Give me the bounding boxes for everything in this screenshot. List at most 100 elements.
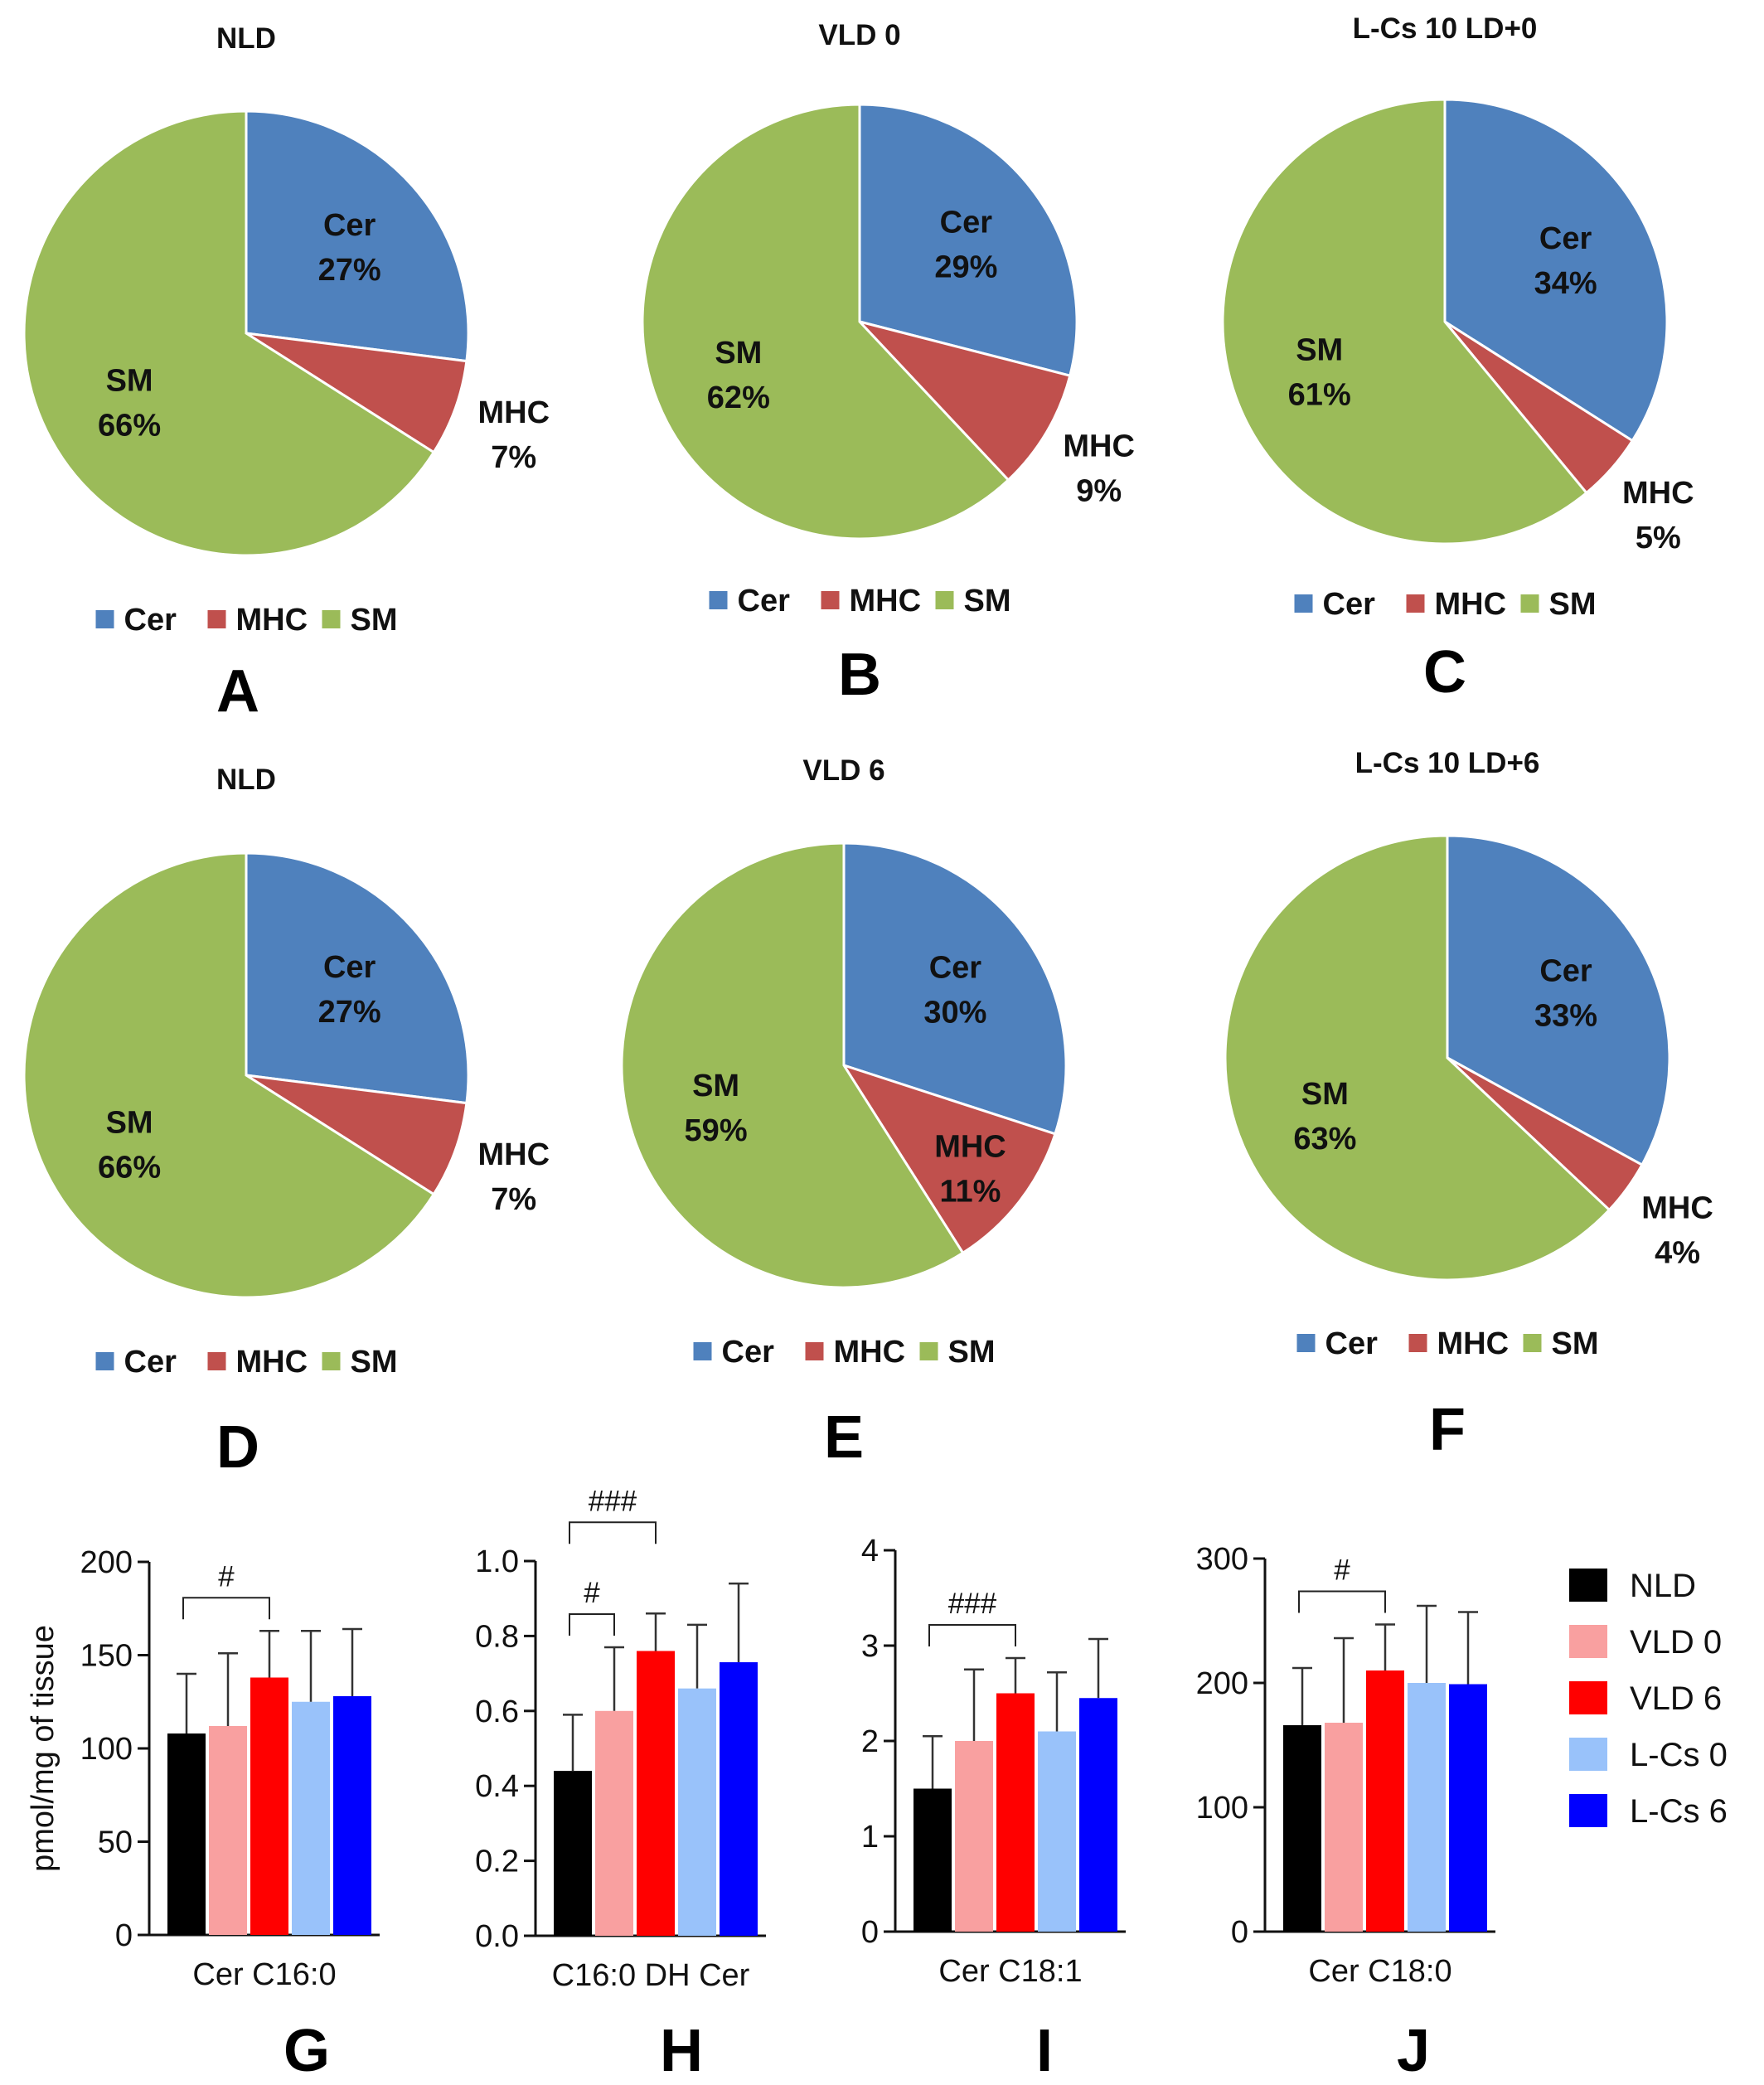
pie-label-mhc-name: MHC [1641,1191,1713,1226]
bar-chart-i: 0 1 2 3 4 ### Cer C18:1 I [861,1534,1126,2084]
pie-label-mhc-name: MHC [477,1137,550,1172]
y-tick-label: 100 [80,1732,133,1767]
significance-bracket [569,1612,615,1636]
pie-title: VLD 6 [802,754,884,787]
pie-slice-sm [22,851,436,1299]
legend-swatch-sm [935,591,954,609]
y-tick-label: 0.4 [475,1769,519,1804]
pie-label-mhc-percent: 9% [1076,474,1122,509]
panel-letter: J [1397,2018,1430,2084]
bar-vld-0 [209,1726,247,1935]
y-tick-label: 4 [861,1534,879,1569]
bar-l-cs-6 [720,1662,758,1936]
pie-label-sm-name: SM [1301,1077,1349,1112]
bar-vld-6 [637,1651,675,1936]
y-tick-label: 2 [861,1724,879,1759]
legend-label-cer: Cer [124,603,177,638]
bar-legend-label: L-Cs 0 [1630,1737,1728,1773]
pie-legend: Cer MHC SM [693,1335,996,1370]
legend-label-cer: Cer [1323,587,1376,622]
x-axis-label: Cer C18:0 [1308,1954,1451,1989]
legend-swatch-cer [95,610,114,628]
y-tick-label: 0 [1231,1915,1248,1950]
legend-label-cer: Cer [1325,1326,1379,1361]
pie-label-cer-percent: 27% [318,253,381,288]
bar-l-cs-6 [333,1696,371,1935]
significance-bracket [1298,1590,1386,1613]
pie-label-sm-percent: 66% [98,1150,161,1185]
x-axis-label: C16:0 DH Cer [552,1958,750,1993]
legend-label-mhc: MHC [1435,587,1507,622]
bar-legend-label: L-Cs 6 [1630,1793,1728,1830]
pie-slice-sm [641,103,1010,541]
pie-slice-sm [1221,98,1588,545]
pie-chart-c: L-Cs 10 LD+0 Cer 34% MHC 5% SM 61% Cer MHC SM C [1221,12,1694,706]
bar-nld [1283,1725,1321,1932]
legend-label-sm: SM [1552,1326,1599,1361]
bar-l-cs-0 [1038,1731,1076,1932]
significance-bracket [182,1597,270,1620]
bar-l-cs-6 [1079,1698,1117,1932]
pie-label-cer-percent: 27% [318,995,381,1030]
y-tick-label: 3 [861,1629,879,1664]
significance-label: # [218,1560,235,1593]
legend-swatch-mhc [805,1342,824,1360]
y-tick-label: 1 [861,1820,879,1855]
legend-swatch-sm [322,1352,341,1370]
bar-vld-0 [955,1741,993,1932]
pie-slice-sm [1224,834,1611,1282]
legend-label-mhc: MHC [834,1335,906,1370]
pie-legend: Cer MHC SM [1296,1326,1599,1361]
pie-slice-cer [245,109,470,363]
pie-label-mhc-name: MHC [1063,429,1135,464]
x-axis-label: Cer C18:1 [938,1954,1082,1989]
significance-bracket [569,1521,657,1544]
significance-label: # [584,1577,600,1609]
pie-label-mhc-percent: 4% [1655,1236,1700,1271]
pie-slice-cer [1446,834,1671,1167]
legend-swatch-sm [919,1342,938,1360]
panel-letter: H [660,2018,703,2084]
pie-label-sm-name: SM [1296,332,1343,367]
legend-swatch-mhc [1406,594,1425,613]
pie-slice-sm [620,841,965,1289]
bar-nld [167,1733,206,1935]
pie-slice-sm [22,109,436,557]
bar-legend: NLD VLD 0 VLD 6 L-Cs 0 L-Cs 6 [1569,1568,1728,1830]
y-axis-label: pmol/mg of tissue [26,1625,61,1872]
legend-label-mhc: MHC [236,603,308,638]
pie-label-sm-percent: 66% [98,408,161,443]
pie-label-cer-name: Cer [940,205,993,240]
pie-title: L-Cs 10 LD+0 [1353,12,1538,45]
pie-legend: Cer MHC SM [95,603,398,638]
pie-title: L-Cs 10 LD+6 [1355,747,1540,779]
y-tick-label: 1.0 [475,1544,519,1579]
legend-label-sm: SM [1549,587,1597,622]
legend-label-sm: SM [964,584,1011,618]
legend-label-sm: SM [351,1345,398,1379]
significance-bracket [928,1623,1016,1646]
pie-legend: Cer MHC SM [709,584,1011,618]
legend-label-cer: Cer [738,584,791,618]
y-tick-label: 0.8 [475,1619,519,1654]
pie-label-mhc-percent: 11% [939,1174,1001,1209]
legend-swatch-cer [709,591,728,609]
legend-swatch-sm [1523,1334,1542,1352]
legend-label-cer: Cer [722,1335,775,1370]
pie-label-mhc-name: MHC [477,395,550,430]
pie-label-cer-name: Cer [323,950,376,985]
bar-vld-0 [595,1710,633,1936]
y-tick-label: 50 [98,1826,133,1860]
bar-legend-swatch-vld-6 [1569,1681,1607,1714]
bar-legend-label: VLD 6 [1630,1680,1722,1717]
pie-label-mhc-percent: 7% [491,1182,536,1217]
pie-slice-mhc [841,1063,1057,1255]
pie-label-sm-percent: 59% [685,1113,748,1148]
legend-swatch-sm [322,610,341,628]
panel-letter: A [216,658,259,725]
pie-label-mhc-name: MHC [1622,476,1694,511]
pie-label-sm-name: SM [106,1105,153,1140]
pie-title: NLD [216,22,276,55]
